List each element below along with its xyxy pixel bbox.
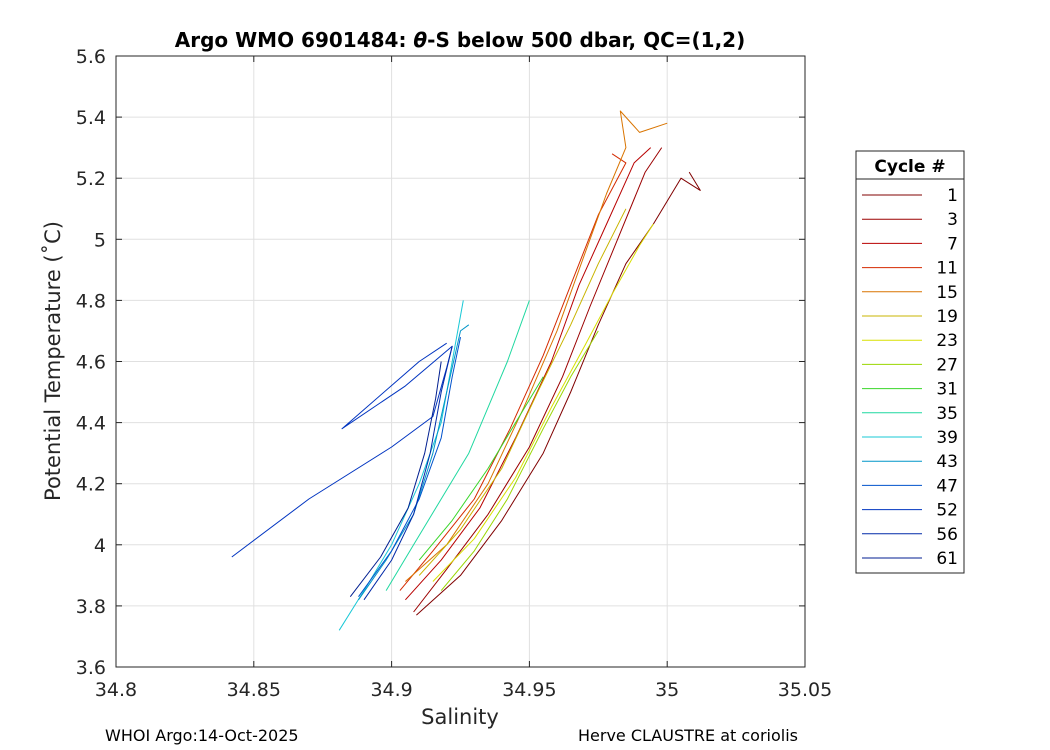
grid xyxy=(116,56,805,667)
legend-label-cycle-11: 11 xyxy=(936,259,958,279)
series-line-cycle-43 xyxy=(358,324,470,601)
x-axis-label: Salinity xyxy=(421,705,499,729)
legend-label-cycle-47: 47 xyxy=(936,476,958,496)
x-tick-label: 34.8 xyxy=(95,679,137,701)
series-line-cycle-7 xyxy=(405,147,652,601)
legend-label-cycle-61: 61 xyxy=(936,549,958,569)
x-tick-label: 34.9 xyxy=(370,679,412,701)
series-line-cycle-11 xyxy=(399,153,627,591)
legend-label-cycle-31: 31 xyxy=(936,380,958,400)
footer-credit: Herve CLAUSTRE at coriolis xyxy=(578,726,798,745)
series-line-cycle-61 xyxy=(349,361,442,598)
legend-label-cycle-35: 35 xyxy=(936,404,958,424)
chart-title-suffix: -S below 500 dbar, QC=(1,2) xyxy=(427,28,745,52)
chart-title-prefix: Argo WMO 6901484: xyxy=(175,28,414,52)
y-tick-label: 4.4 xyxy=(76,413,106,435)
legend: Cycle # 1 3 7 11 15 19 23 27 31 35 39 43 47 52 56 61 xyxy=(855,150,965,574)
legend-label-cycle-43: 43 xyxy=(936,452,958,472)
legend-label-cycle-39: 39 xyxy=(936,428,958,448)
series-line-cycle-27 xyxy=(440,330,599,591)
series-line-cycle-31 xyxy=(418,376,544,561)
y-tick-label: 4.2 xyxy=(76,474,106,496)
y-tick-label: 3.6 xyxy=(76,657,106,679)
series-line-cycle-19 xyxy=(418,208,627,576)
y-tick-label: 4 xyxy=(94,535,106,557)
legend-box xyxy=(855,150,965,574)
x-tick-label: 35 xyxy=(655,679,679,701)
y-tick-label: 4.6 xyxy=(76,352,106,374)
legend-label-cycle-1: 1 xyxy=(947,186,958,206)
y-tick-label: 3.8 xyxy=(76,596,106,618)
y-tick-label: 5.4 xyxy=(76,107,106,129)
series-line-cycle-15 xyxy=(405,110,668,582)
legend-label-cycle-15: 15 xyxy=(936,283,958,303)
series-line-cycle-56 xyxy=(363,346,453,601)
series-line-cycle-3 xyxy=(413,147,663,613)
legend-items: 1 3 7 11 15 19 23 27 31 35 39 43 47 52 56 61 xyxy=(862,186,958,569)
series-group xyxy=(231,110,701,631)
legend-label-cycle-23: 23 xyxy=(936,331,958,351)
x-tick-label: 35.05 xyxy=(778,679,832,701)
legend-label-cycle-7: 7 xyxy=(947,234,958,254)
axis-ticks: 34.8 34.85 34.9 34.95 35 35.05 3.6 3.8 4 4.2 4.4 4.… xyxy=(76,46,832,701)
chart-title: Argo WMO 6901484: θ-S below 500 dbar, QC… xyxy=(175,28,745,52)
y-tick-label: 5 xyxy=(94,229,106,251)
legend-label-cycle-19: 19 xyxy=(936,307,958,327)
legend-label-cycle-3: 3 xyxy=(947,210,958,230)
series-line-cycle-23 xyxy=(432,223,654,582)
series-line-cycle-35 xyxy=(385,300,530,591)
footer-date: WHOI Argo:14-Oct-2025 xyxy=(105,726,299,745)
y-axis-label: Potential Temperature (˚C) xyxy=(41,221,65,501)
x-tick-label: 34.95 xyxy=(502,679,556,701)
y-tick-label: 5.2 xyxy=(76,168,106,190)
legend-label-cycle-52: 52 xyxy=(936,501,958,521)
y-tick-label: 4.8 xyxy=(76,290,106,312)
legend-title: Cycle # xyxy=(874,157,945,177)
legend-label-cycle-27: 27 xyxy=(936,355,958,375)
series-line-cycle-39 xyxy=(338,300,464,631)
series-line-cycle-47 xyxy=(358,336,461,597)
x-tick-label: 34.85 xyxy=(227,679,281,701)
legend-label-cycle-56: 56 xyxy=(936,525,958,545)
chart-title-theta: θ xyxy=(413,28,427,52)
y-tick-label: 5.6 xyxy=(76,46,106,68)
series-line-cycle-1 xyxy=(416,171,701,616)
